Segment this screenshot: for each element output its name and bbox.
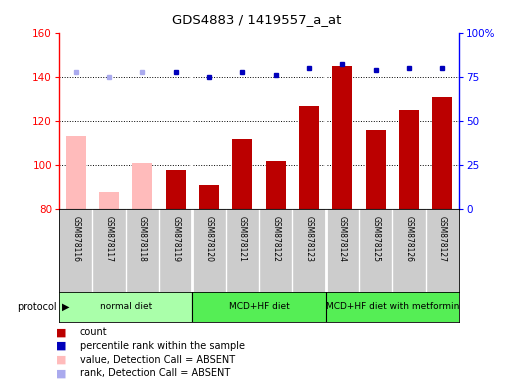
Text: GSM878120: GSM878120 [205,216,213,262]
Bar [232,139,252,209]
Bar [332,66,352,209]
Text: GSM878117: GSM878117 [105,216,113,262]
Bar [66,136,86,209]
Text: GSM878124: GSM878124 [338,216,347,262]
Bar [192,292,326,322]
Bar [166,170,186,209]
Text: ■: ■ [56,328,67,338]
Text: count: count [80,328,107,338]
Bar [99,192,119,209]
Text: GSM878127: GSM878127 [438,216,447,262]
Text: GSM878121: GSM878121 [238,216,247,262]
Text: GSM878119: GSM878119 [171,216,180,262]
Text: ■: ■ [56,341,67,351]
Bar [326,292,459,322]
Text: ▶: ▶ [62,302,69,312]
Text: protocol: protocol [17,302,56,312]
Bar [299,106,319,209]
Text: MCD+HF diet: MCD+HF diet [229,302,289,311]
Bar [132,163,152,209]
Text: normal diet: normal diet [100,302,152,311]
Text: GSM878118: GSM878118 [138,216,147,262]
Text: GDS4883 / 1419557_a_at: GDS4883 / 1419557_a_at [172,13,341,26]
Text: value, Detection Call = ABSENT: value, Detection Call = ABSENT [80,355,234,365]
Bar [399,110,419,209]
Text: GSM878116: GSM878116 [71,216,80,262]
Bar [366,130,386,209]
Bar [266,161,286,209]
Text: MCD+HF diet with metformin: MCD+HF diet with metformin [326,302,459,311]
Bar [432,97,452,209]
Text: rank, Detection Call = ABSENT: rank, Detection Call = ABSENT [80,368,230,378]
Text: ■: ■ [56,368,67,378]
Bar [59,292,192,322]
Text: percentile rank within the sample: percentile rank within the sample [80,341,245,351]
Text: GSM878126: GSM878126 [405,216,413,262]
Text: GSM878123: GSM878123 [305,216,313,262]
Text: GSM878125: GSM878125 [371,216,380,262]
Text: ■: ■ [56,355,67,365]
Text: GSM878122: GSM878122 [271,216,280,262]
Bar [199,185,219,209]
